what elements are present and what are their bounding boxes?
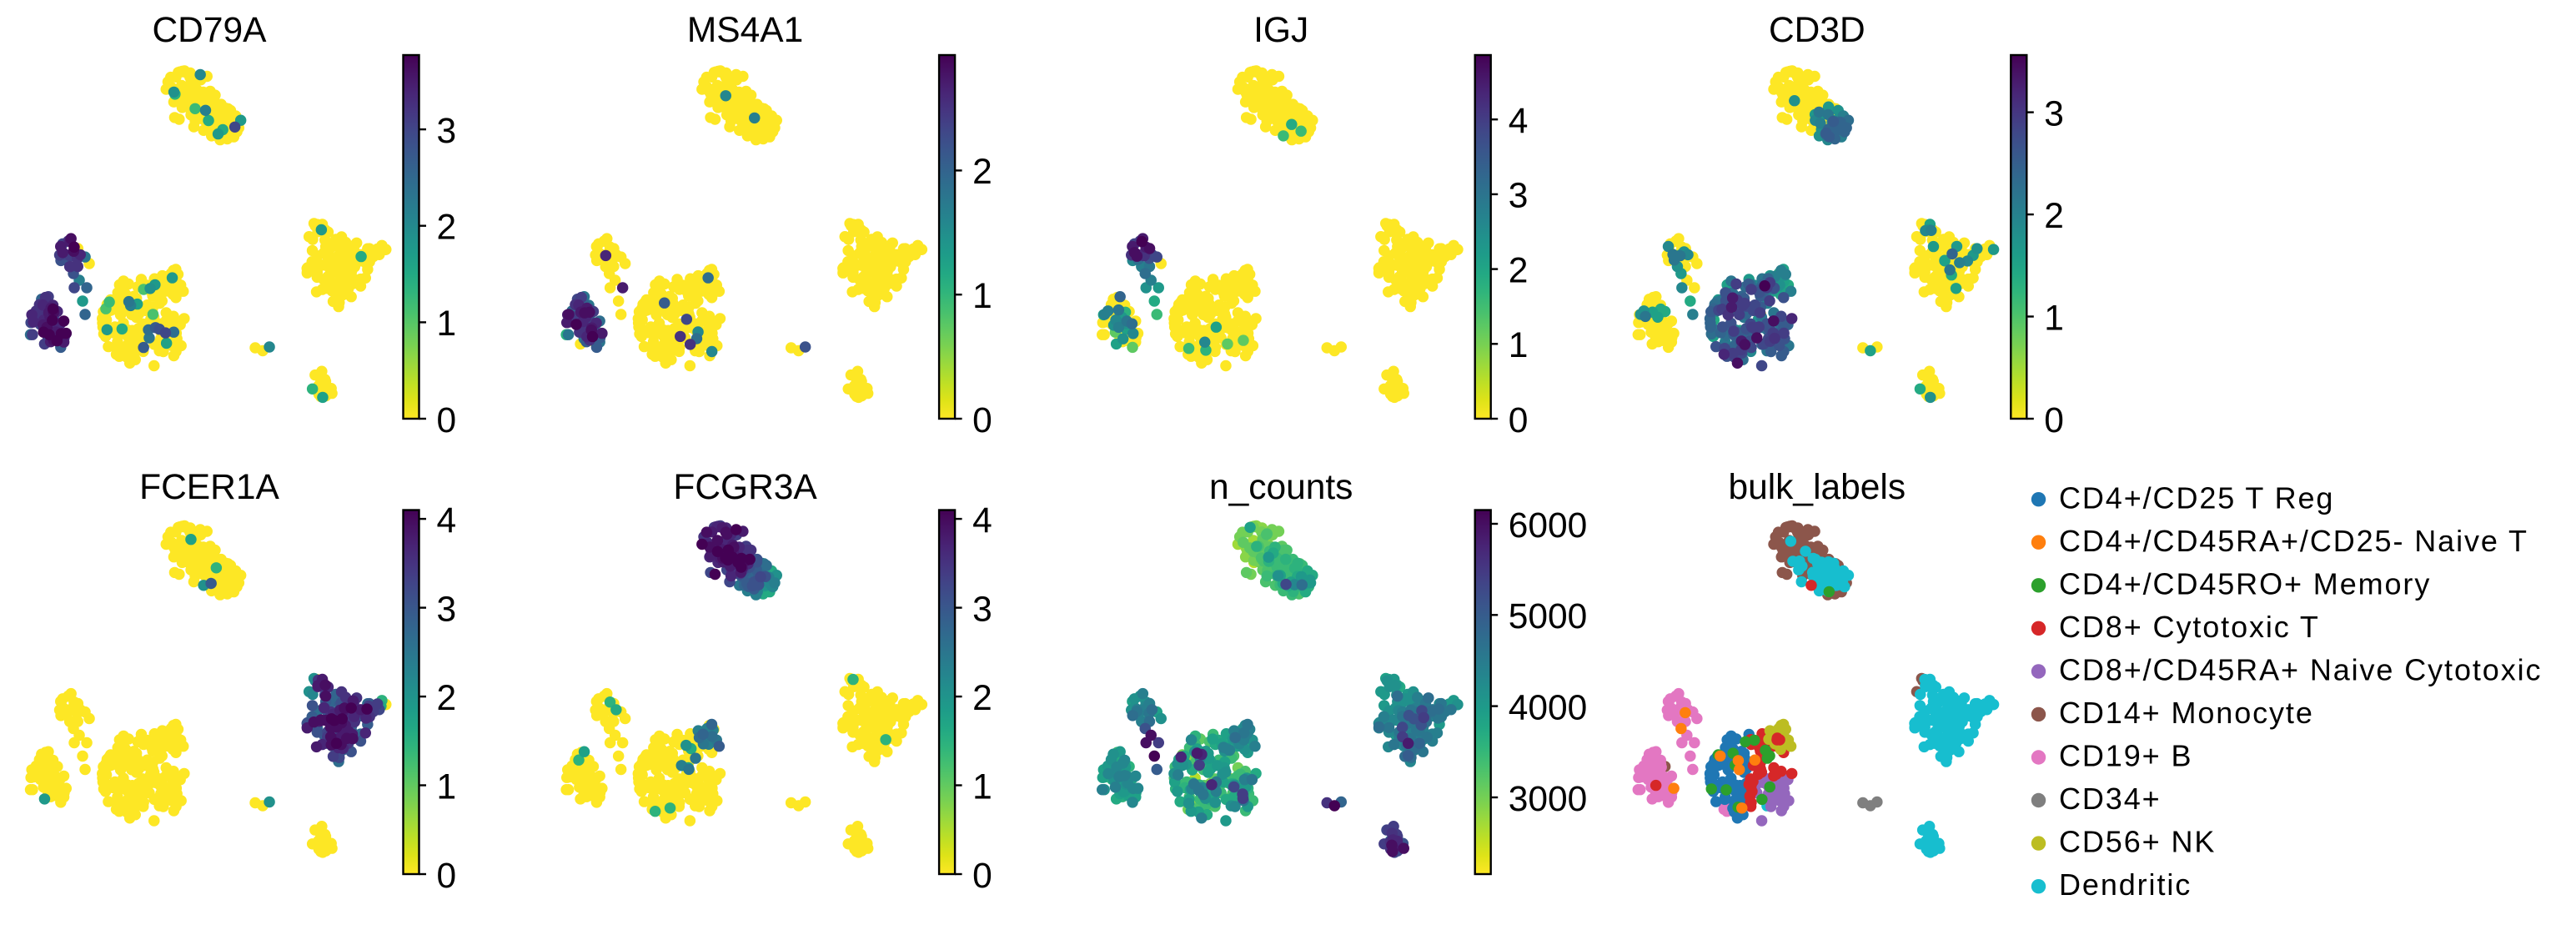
svg-text:CD4+/CD25 T Reg: CD4+/CD25 T Reg	[2059, 480, 2334, 515]
svg-text:3: 3	[437, 112, 457, 151]
svg-text:Dendritic: Dendritic	[2059, 867, 2192, 902]
svg-text:1: 1	[437, 767, 457, 807]
svg-text:0: 0	[437, 401, 457, 440]
svg-text:1: 1	[2044, 299, 2064, 338]
svg-text:0: 0	[437, 857, 457, 896]
svg-text:1: 1	[972, 767, 992, 807]
svg-text:FCER1A: FCER1A	[139, 468, 279, 507]
svg-text:IGJ: IGJ	[1253, 11, 1308, 50]
svg-text:CD19+ B: CD19+ B	[2059, 739, 2192, 773]
svg-text:2: 2	[2044, 197, 2064, 236]
svg-text:2: 2	[972, 153, 992, 192]
svg-text:1: 1	[972, 277, 992, 316]
svg-text:3: 3	[2044, 94, 2064, 133]
svg-text:4: 4	[972, 501, 992, 540]
svg-text:0: 0	[1509, 401, 1529, 440]
svg-text:3: 3	[972, 590, 992, 629]
svg-text:CD3D: CD3D	[1769, 11, 1865, 50]
svg-text:CD79A: CD79A	[152, 11, 267, 50]
svg-text:0: 0	[972, 857, 992, 896]
svg-text:2: 2	[437, 209, 457, 248]
svg-text:CD14+ Monocyte: CD14+ Monocyte	[2059, 696, 2314, 730]
svg-text:3: 3	[437, 590, 457, 629]
svg-text:bulk_labels: bulk_labels	[1728, 468, 1906, 507]
svg-text:CD4+/CD45RO+ Memory: CD4+/CD45RO+ Memory	[2059, 566, 2431, 601]
svg-text:3000: 3000	[1509, 780, 1588, 819]
svg-text:2: 2	[972, 679, 992, 718]
svg-text:0: 0	[2044, 401, 2064, 440]
svg-text:CD56+ NK: CD56+ NK	[2059, 825, 2216, 859]
svg-text:0: 0	[972, 401, 992, 440]
svg-text:1: 1	[1509, 326, 1529, 365]
svg-text:CD8+/CD45RA+ Naive Cytotoxic: CD8+/CD45RA+ Naive Cytotoxic	[2059, 653, 2542, 687]
svg-text:5000: 5000	[1509, 597, 1588, 636]
svg-text:4: 4	[437, 501, 457, 540]
svg-text:CD34+: CD34+	[2059, 782, 2162, 816]
svg-text:FCGR3A: FCGR3A	[673, 468, 817, 507]
svg-text:MS4A1: MS4A1	[687, 11, 803, 50]
svg-text:3: 3	[1509, 177, 1529, 216]
svg-text:CD4+/CD45RA+/CD25- Naive T: CD4+/CD45RA+/CD25- Naive T	[2059, 524, 2528, 558]
svg-text:2: 2	[437, 679, 457, 718]
svg-text:CD8+ Cytotoxic T: CD8+ Cytotoxic T	[2059, 610, 2320, 644]
svg-text:4000: 4000	[1509, 688, 1588, 727]
svg-text:4: 4	[1509, 102, 1529, 141]
svg-text:6000: 6000	[1509, 506, 1588, 545]
svg-text:n_counts: n_counts	[1209, 468, 1353, 507]
svg-text:1: 1	[437, 304, 457, 344]
svg-text:2: 2	[1509, 251, 1529, 290]
